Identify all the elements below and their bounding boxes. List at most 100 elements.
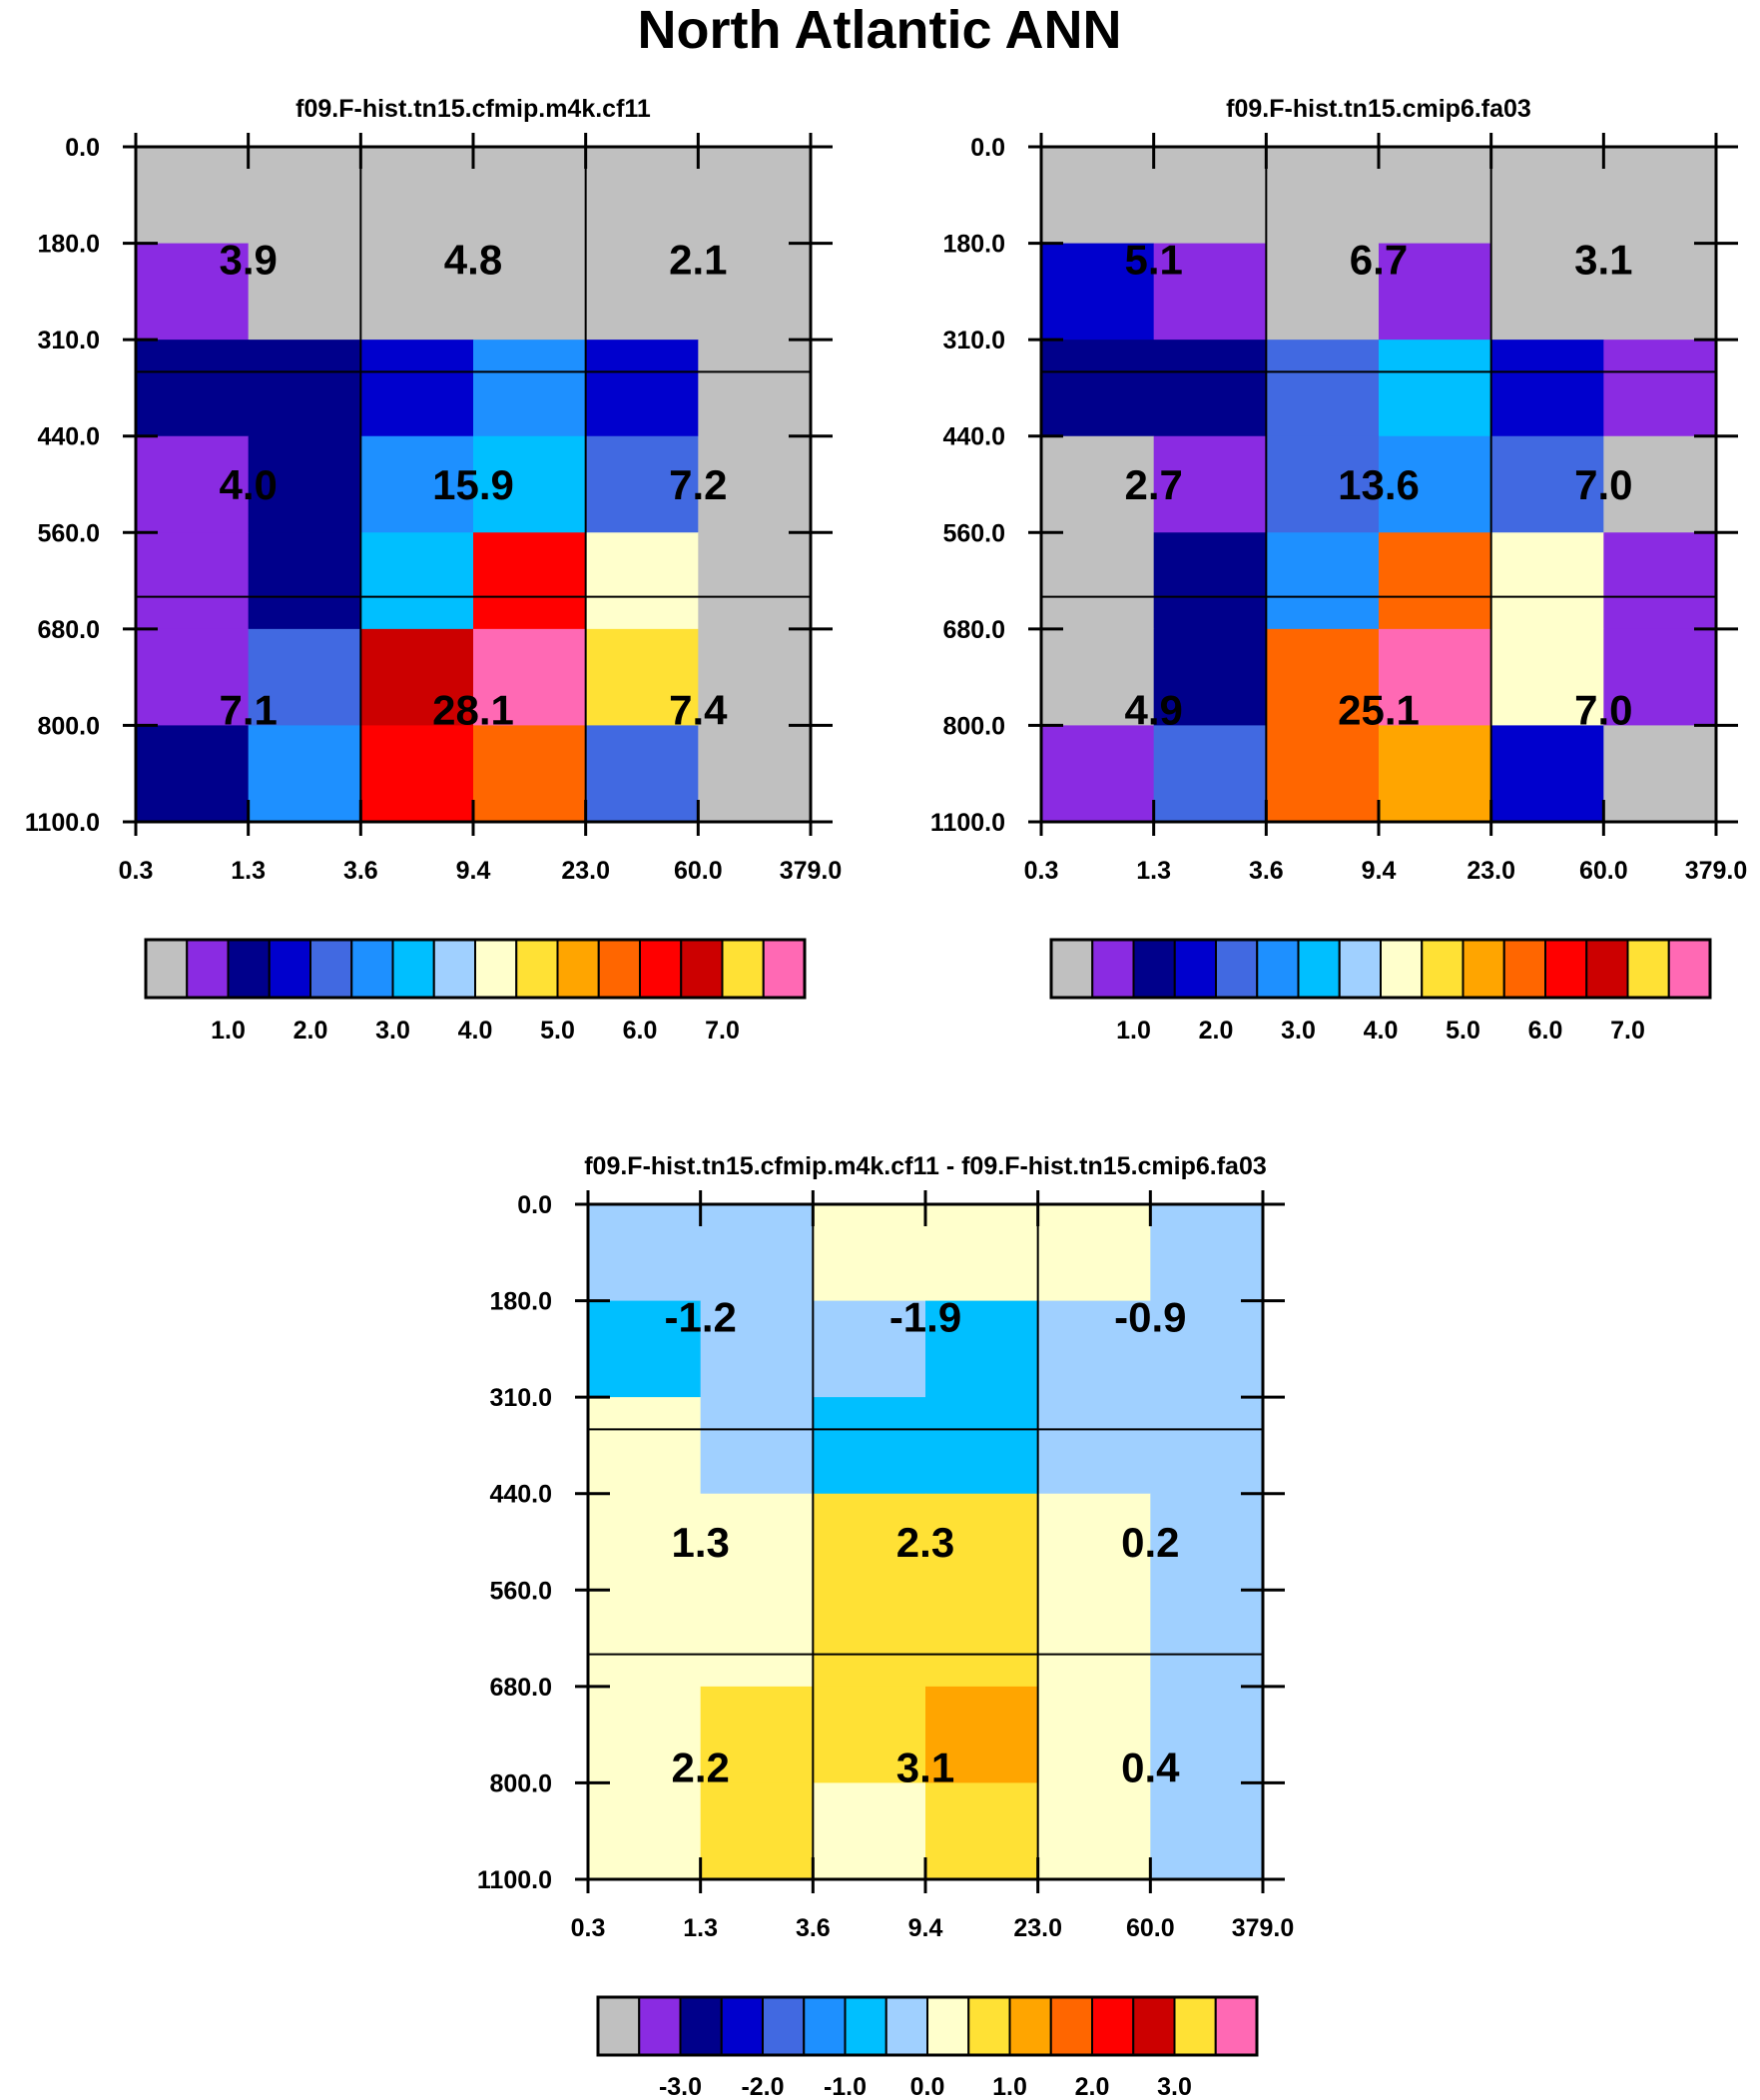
colorbar-swatch	[1049, 1996, 1093, 2056]
heatmap-cell	[813, 1782, 926, 1880]
heatmap-cell	[1041, 532, 1155, 630]
heatmap-cell	[1037, 1782, 1151, 1880]
y-tick-label: 310.0	[942, 327, 1005, 354]
heatmap-cell	[813, 1300, 926, 1398]
heatmap-cell	[585, 340, 699, 437]
heatmap-cell	[700, 1300, 814, 1398]
colorbar-swatch	[1008, 1996, 1052, 2056]
box-value-label: 4.0	[219, 461, 277, 508]
colorbar-swatch	[1215, 939, 1259, 999]
heatmap-cell	[1153, 532, 1267, 630]
box-value-label: 2.1	[669, 237, 727, 284]
heatmap-cell	[1490, 725, 1604, 823]
box-value-label: 3.9	[219, 237, 277, 284]
heatmap-cell	[925, 1590, 1039, 1688]
x-tick-label: 23.0	[561, 857, 610, 885]
heatmap-cell	[136, 340, 250, 437]
colorbar-swatch	[638, 1996, 682, 2056]
heatmap-cell	[473, 435, 587, 533]
box-value-label: 3.1	[896, 1744, 954, 1790]
colorbar-label: 3.0	[1281, 1017, 1316, 1045]
heatmap-cell	[1490, 628, 1604, 726]
colorbar-swatch	[1585, 939, 1629, 999]
box-value-label: 15.9	[432, 461, 514, 508]
colorbar-swatch	[556, 939, 600, 999]
heatmap-cell	[1266, 725, 1380, 823]
colorbar-label: 0.0	[910, 2073, 945, 2100]
panel-title: f09.F-hist.tn15.cfmip.m4k.cf11 - f09.F-h…	[584, 1152, 1267, 1180]
colorbar-label: 1.0	[1116, 1017, 1151, 1045]
colorbar-swatch	[1502, 939, 1546, 999]
x-tick-label: 379.0	[1685, 857, 1748, 885]
colorbar-swatch	[1256, 939, 1300, 999]
box-value-label: 13.6	[1338, 461, 1420, 508]
heatmap-cell	[1379, 628, 1492, 726]
box-value-label: 7.1	[219, 686, 277, 733]
colorbar-label: 3.0	[1157, 2073, 1192, 2100]
figure-title: North Atlantic ANN	[638, 0, 1122, 60]
colorbar-swatch	[1462, 939, 1505, 999]
colorbar-swatch	[679, 1996, 723, 2056]
heatmap-cell	[585, 147, 699, 245]
heatmap-cell	[700, 1590, 814, 1688]
colorbar-swatch	[597, 939, 641, 999]
x-tick-label: 3.6	[1249, 857, 1284, 885]
y-tick-label: 0.0	[517, 1191, 552, 1219]
colorbar-label: 3.0	[375, 1017, 410, 1045]
heatmap-cell	[1150, 1204, 1264, 1302]
heatmap-cell	[1150, 1300, 1264, 1398]
colorbar-label: 2.0	[293, 1017, 328, 1045]
colorbar-swatch	[884, 1996, 928, 2056]
panel-model-b: f09.F-hist.tn15.cmip6.fa03 0.0 180.0 310.0…	[930, 95, 1747, 1045]
heatmap-cell	[473, 243, 587, 341]
x-tick-label: 60.0	[1579, 857, 1628, 885]
x-tick-label: 0.3	[1024, 857, 1059, 885]
heatmap-cell	[136, 243, 250, 341]
colorbar-swatch	[1380, 939, 1424, 999]
colorbar-frame	[144, 938, 807, 1000]
heatmap-cell	[248, 147, 361, 245]
heatmap-cell	[925, 1686, 1039, 1783]
y-tick-label: 800.0	[942, 712, 1005, 740]
heatmap-cell	[1490, 532, 1604, 630]
y-tick-label: 1100.0	[477, 1866, 552, 1894]
heatmap-cell	[588, 1782, 702, 1880]
colorbar-label: -3.0	[659, 2073, 702, 2100]
heatmap-cell	[698, 147, 812, 245]
colorbar-label: 6.0	[623, 1017, 658, 1045]
y-tick-label: 560.0	[37, 519, 100, 547]
heatmap-cell	[136, 532, 250, 630]
box-value-label: 0.2	[1121, 1519, 1179, 1566]
colorbar-swatch	[967, 1996, 1011, 2056]
x-tick-label: 3.6	[796, 1914, 831, 1942]
heatmap-cell	[248, 628, 361, 726]
box-value-label: 7.0	[1574, 686, 1632, 733]
heatmap-cell	[248, 243, 361, 341]
colorbar-swatch	[1421, 939, 1465, 999]
heatmap-cell	[1041, 147, 1155, 245]
colorbar-swatch	[145, 939, 189, 999]
colorbar-swatch	[597, 1996, 641, 2056]
y-tick-label: 310.0	[37, 327, 100, 354]
heatmap-cell	[1041, 340, 1155, 437]
colorbar-label: 7.0	[1610, 1017, 1645, 1045]
colorbar-swatch	[1132, 939, 1176, 999]
heatmap-cell	[700, 1493, 814, 1591]
colorbar-label: 4.0	[458, 1017, 493, 1045]
heatmap-cell	[1150, 1686, 1264, 1783]
heatmap-cell	[813, 1590, 926, 1688]
box-value-label: 5.1	[1124, 237, 1182, 284]
y-tick-label: 440.0	[489, 1481, 552, 1509]
heatmap-cell	[473, 725, 587, 823]
heatmap-cell	[698, 340, 812, 437]
heatmap-cell	[136, 435, 250, 533]
colorbar-swatch	[1173, 1996, 1217, 2056]
heatmap-cell	[585, 532, 699, 630]
heatmap-cell	[925, 1493, 1039, 1591]
heatmap-cell	[588, 1397, 702, 1495]
heatmap-cell	[1379, 340, 1492, 437]
colorbar-swatch	[1091, 1996, 1135, 2056]
heatmap-cell	[1490, 340, 1604, 437]
heatmap-cell	[1379, 532, 1492, 630]
